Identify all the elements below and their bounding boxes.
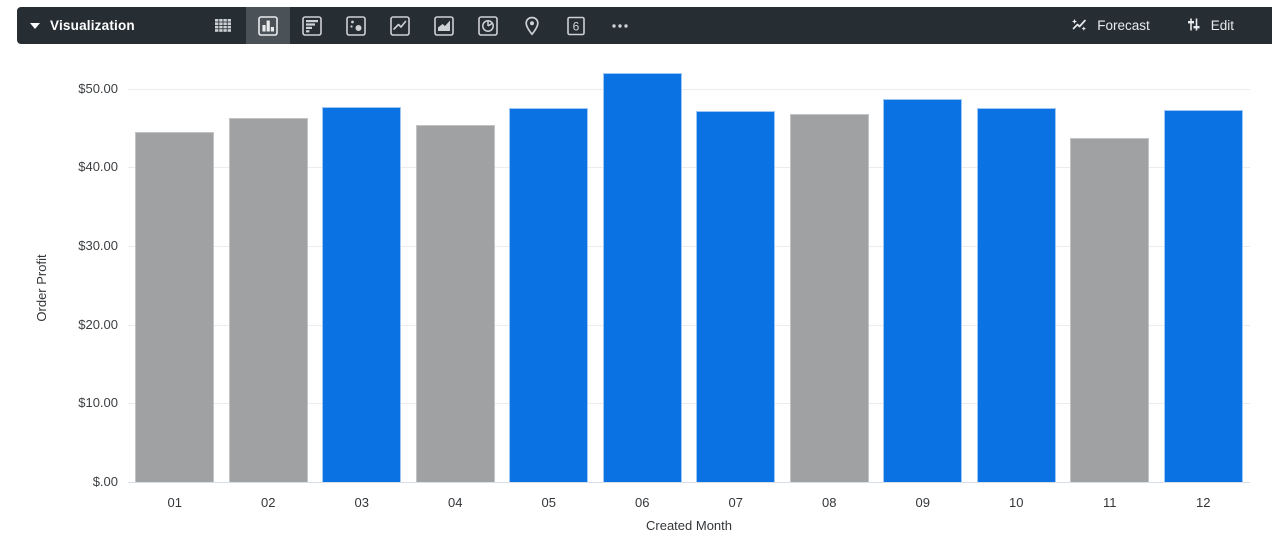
area-chart-icon bbox=[433, 15, 455, 37]
edit-button[interactable]: Edit bbox=[1174, 9, 1244, 43]
chart-type-more[interactable] bbox=[598, 7, 642, 44]
chart-type-column[interactable] bbox=[246, 7, 290, 44]
edit-label: Edit bbox=[1210, 18, 1234, 33]
chart-type-scatter[interactable] bbox=[334, 7, 378, 44]
gridline bbox=[128, 88, 1250, 90]
scatter-plot-icon bbox=[345, 15, 367, 37]
x-tick-label: 01 bbox=[167, 495, 182, 510]
x-tick-label: 10 bbox=[1009, 495, 1024, 510]
chart-type-map[interactable] bbox=[510, 7, 554, 44]
gridline bbox=[128, 403, 1250, 405]
x-tick-label: 11 bbox=[1103, 495, 1117, 510]
bar-05[interactable] bbox=[509, 108, 589, 482]
x-tick-label: 04 bbox=[448, 495, 463, 510]
x-tick-label: 07 bbox=[728, 495, 743, 510]
x-axis-title: Created Month bbox=[646, 518, 732, 533]
x-tick-label: 05 bbox=[541, 495, 556, 510]
chart-type-single-value[interactable]: 6 bbox=[554, 7, 598, 44]
svg-text:6: 6 bbox=[573, 19, 580, 33]
y-tick-label: $40.00 bbox=[78, 159, 118, 175]
bar-04[interactable] bbox=[415, 124, 495, 482]
chart-type-strip: 6 bbox=[202, 7, 642, 44]
chart-type-area[interactable] bbox=[422, 7, 466, 44]
column-chart-icon bbox=[257, 15, 279, 37]
x-tick-label: 12 bbox=[1196, 495, 1211, 510]
forecast-icon bbox=[1070, 15, 1089, 37]
bar-10[interactable] bbox=[976, 108, 1056, 482]
bar-09[interactable] bbox=[883, 98, 963, 482]
more-icon bbox=[609, 15, 631, 37]
x-tick-label: 08 bbox=[822, 495, 837, 510]
visualization-picker[interactable]: Visualization bbox=[17, 7, 149, 44]
chart-type-table[interactable] bbox=[202, 7, 246, 44]
edit-settings-icon bbox=[1184, 15, 1203, 37]
visualization-toolbar: Visualization bbox=[17, 7, 1272, 44]
y-tick-label: $.00 bbox=[92, 474, 118, 489]
gridline bbox=[128, 245, 1250, 247]
forecast-label: Forecast bbox=[1097, 18, 1150, 33]
chart-type-bar[interactable] bbox=[290, 7, 334, 44]
bar-01[interactable] bbox=[135, 131, 215, 482]
bar-02[interactable] bbox=[228, 117, 308, 482]
x-tick-label: 02 bbox=[261, 495, 276, 510]
column-chart: Order Profit Created Month $.00 $10.00 $20… bbox=[0, 44, 1272, 560]
bar-07[interactable] bbox=[696, 110, 776, 482]
gridline bbox=[128, 324, 1250, 326]
bar-06[interactable] bbox=[602, 72, 682, 482]
forecast-button[interactable]: Forecast bbox=[1060, 9, 1160, 43]
pie-chart-icon bbox=[477, 15, 499, 37]
bar-08[interactable] bbox=[789, 114, 869, 482]
x-tick-label: 03 bbox=[354, 495, 369, 510]
y-tick-label: $50.00 bbox=[78, 80, 118, 96]
x-tick-label: 09 bbox=[915, 495, 930, 510]
bar-03[interactable] bbox=[322, 106, 402, 482]
map-icon bbox=[521, 15, 543, 37]
caret-down-icon bbox=[30, 22, 40, 29]
line-chart-icon bbox=[389, 15, 411, 37]
y-tick-label: $30.00 bbox=[78, 237, 118, 253]
visualization-picker-label: Visualization bbox=[50, 18, 135, 33]
chart-type-pie[interactable] bbox=[466, 7, 510, 44]
table-icon bbox=[213, 16, 235, 36]
y-tick-label: $10.00 bbox=[78, 395, 118, 411]
bar-12[interactable] bbox=[1163, 109, 1243, 482]
toolbar-right-actions: Forecast Edit bbox=[1060, 9, 1272, 43]
single-value-icon: 6 bbox=[565, 15, 587, 37]
y-tick-label: $20.00 bbox=[78, 316, 118, 332]
gridline bbox=[128, 167, 1250, 169]
gridline bbox=[128, 482, 1250, 483]
bar-chart-icon bbox=[301, 15, 323, 37]
chart-type-line[interactable] bbox=[378, 7, 422, 44]
bar-11[interactable] bbox=[1070, 138, 1150, 482]
x-tick-label: 06 bbox=[635, 495, 650, 510]
